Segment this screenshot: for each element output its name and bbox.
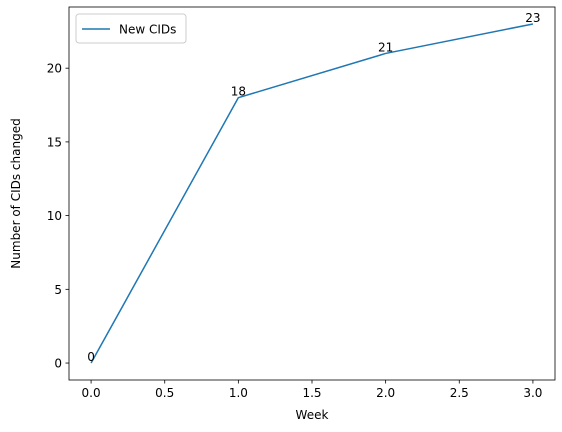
x-tick-label: 2.5: [450, 386, 469, 400]
y-tick-label: 0: [54, 357, 62, 371]
legend-label-new-cids: New CIDs: [119, 23, 176, 37]
y-tick-label: 20: [47, 62, 62, 76]
x-tick-label: 1.5: [302, 386, 321, 400]
x-axis-label: Week: [296, 408, 329, 422]
plot-frame: [68, 6, 556, 381]
x-tick-label: 1.0: [229, 386, 248, 400]
data-label: 21: [378, 40, 393, 54]
y-tick-label: 5: [54, 283, 62, 297]
chart-marks: 0 18 21 23: [87, 11, 540, 364]
data-label: 0: [87, 350, 95, 364]
x-tick-label: 0.5: [155, 386, 174, 400]
y-axis-label: Number of CIDs changed: [9, 118, 23, 268]
axis-ticks: 0.0 0.5 1.0 1.5 2.0 2.5 3.0 0 5 10 15 20: [47, 62, 543, 400]
legend-box: [75, 13, 187, 44]
y-tick-label: 10: [47, 209, 62, 223]
x-tick-label: 3.0: [523, 386, 542, 400]
x-tick-label: 0.0: [82, 386, 101, 400]
x-tick-label: 2.0: [376, 386, 395, 400]
series-line-new-cids: [90, 23, 534, 364]
legend: New CIDs: [75, 13, 187, 44]
data-label: 23: [525, 11, 540, 25]
y-tick-label: 15: [47, 135, 62, 149]
data-label: 18: [231, 85, 246, 99]
